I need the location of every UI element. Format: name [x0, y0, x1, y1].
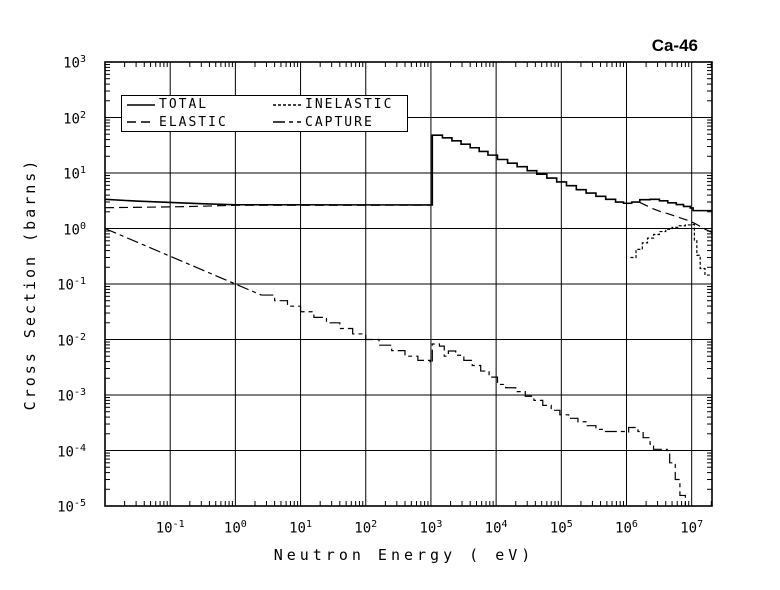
y-tick-label: 101: [63, 165, 86, 183]
y-tick-label: 100: [63, 220, 86, 239]
legend-item-capture: CAPTURE: [268, 114, 407, 130]
legend-line-sample: [127, 104, 155, 106]
y-tick-label: 10-1: [57, 276, 86, 294]
y-tick-label: 103: [63, 54, 86, 72]
x-tick-label: 10-1: [155, 519, 185, 537]
series-total: [430, 134, 712, 212]
y-tick-label: 10-5: [57, 498, 86, 516]
chart-title: Ca-46: [651, 36, 698, 55]
legend-label: ELASTIC: [159, 114, 228, 130]
x-tick-label: 105: [549, 519, 573, 537]
x-tick-label: 101: [289, 519, 312, 537]
x-tick-label: 104: [484, 519, 508, 537]
series-total: [105, 198, 431, 206]
series-capture: [261, 294, 686, 506]
y-tick-label: 10-4: [57, 442, 86, 461]
legend-line-sample: [273, 121, 301, 123]
series-inelastic: [630, 223, 712, 278]
x-axis-label: Neutron Energy ( eV): [273, 546, 535, 564]
legend-item-total: TOTAL: [122, 97, 268, 113]
y-tick-label: 10-2: [57, 331, 86, 350]
legend-item-elastic: ELASTIC: [122, 114, 268, 130]
x-tick-label: 100: [223, 519, 247, 537]
plot-frame: [104, 61, 713, 507]
x-tick-label: 102: [354, 519, 378, 537]
y-tick-label: 10-3: [57, 387, 86, 405]
x-tick-label: 107: [680, 519, 704, 537]
x-tick-label: 106: [615, 519, 638, 537]
y-tick-label: 102: [63, 109, 86, 128]
legend-label: CAPTURE: [305, 114, 374, 130]
legend-line-sample: [273, 104, 301, 106]
legend-item-inelastic: INELASTIC: [268, 97, 407, 113]
legend: TOTAL INELASTIC ELASTIC CAPTURE: [121, 95, 408, 132]
series-elastic: [105, 204, 431, 209]
legend-label: INELASTIC: [305, 97, 394, 113]
series-capture: [105, 227, 262, 296]
x-tick-label: 103: [419, 519, 443, 537]
legend-line-sample: [127, 121, 155, 123]
legend-label: TOTAL: [159, 97, 209, 113]
